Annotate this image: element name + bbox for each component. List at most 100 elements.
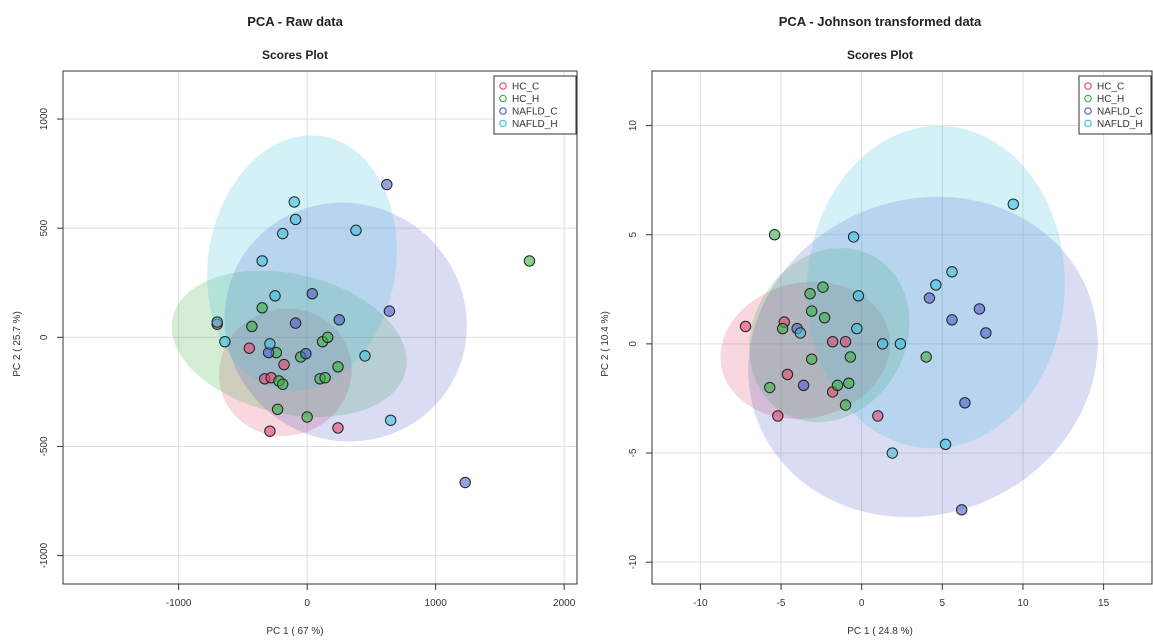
y-tick-label: -500 bbox=[39, 436, 50, 456]
point-hc-h bbox=[322, 331, 334, 344]
point-nafld-c bbox=[383, 305, 396, 317]
point-hc-h bbox=[843, 377, 855, 389]
point-nafld-h bbox=[289, 213, 302, 226]
scatter-points bbox=[739, 198, 1019, 516]
point-hc-h bbox=[817, 281, 829, 293]
x-tick-label: 10 bbox=[1017, 598, 1029, 609]
confidence-ellipses bbox=[720, 125, 1098, 518]
point-hc-c bbox=[264, 425, 276, 437]
x-tick-label: 0 bbox=[859, 598, 865, 609]
point-hc-c bbox=[772, 410, 784, 422]
point-hc-h bbox=[523, 255, 536, 267]
y-axis-label: PC 2 ( 10.4 %) bbox=[600, 311, 611, 377]
point-hc-h bbox=[319, 372, 331, 384]
plot-area: -1000 0 1000 2000 -1000 -500 0 500 1000 HC_CHC_H N… bbox=[39, 70, 578, 609]
point-nafld-h bbox=[359, 350, 371, 362]
chart-title: PCA - Johnson transformed data bbox=[779, 14, 982, 29]
x-tick-label: -1000 bbox=[166, 598, 192, 609]
point-hc-h bbox=[277, 378, 289, 390]
y-tick-label: 500 bbox=[39, 219, 50, 236]
point-nafld-h bbox=[288, 196, 300, 208]
point-hc-h bbox=[332, 361, 344, 373]
point-nafld-h bbox=[350, 224, 362, 237]
point-nafld-h bbox=[852, 290, 865, 302]
ellipse-hc-h bbox=[171, 270, 407, 418]
point-nafld-c bbox=[946, 314, 958, 326]
point-nafld-c bbox=[306, 287, 318, 300]
point-nafld-c bbox=[300, 347, 312, 360]
point-hc-h bbox=[831, 379, 844, 392]
x-tick-label: 15 bbox=[1098, 598, 1110, 609]
point-hc-h bbox=[764, 381, 776, 394]
point-hc-c bbox=[278, 358, 290, 371]
point-hc-h bbox=[844, 351, 857, 363]
y-axis-label: PC 2 ( 25.7 %) bbox=[12, 311, 23, 377]
y-tick-label: 5 bbox=[628, 232, 639, 238]
chart-title: PCA - Raw data bbox=[247, 14, 343, 29]
point-hc-c bbox=[872, 410, 884, 422]
chart-subtitle: Scores Plot bbox=[847, 48, 913, 62]
point-hc-c bbox=[332, 422, 344, 434]
point-nafld-h bbox=[211, 316, 223, 328]
johnson-data-pca-panel: PCA - Johnson transformed data Scores Pl… bbox=[600, 14, 1153, 637]
point-nafld-h bbox=[930, 279, 942, 291]
point-nafld-h bbox=[946, 266, 958, 278]
legend-marker bbox=[499, 107, 507, 115]
point-hc-h bbox=[920, 351, 932, 363]
point-hc-h bbox=[776, 322, 789, 335]
x-tick-label: 5 bbox=[940, 598, 946, 609]
point-nafld-h bbox=[851, 322, 863, 335]
x-axis-label: PC 1 ( 67 %) bbox=[266, 626, 323, 637]
point-nafld-h bbox=[886, 447, 899, 459]
point-nafld-c bbox=[289, 317, 302, 329]
legend-marker bbox=[1084, 107, 1092, 115]
x-tick-label: 1000 bbox=[425, 598, 448, 609]
legend-marker bbox=[1084, 94, 1092, 103]
x-tick-label: -5 bbox=[777, 598, 786, 609]
point-hc-c bbox=[739, 320, 752, 333]
point-nafld-h bbox=[876, 338, 889, 350]
legend-label: HC_H bbox=[512, 94, 539, 105]
x-tick-label: -10 bbox=[693, 598, 708, 609]
scatter-points bbox=[211, 178, 536, 489]
point-nafld-c bbox=[980, 327, 992, 339]
point-nafld-h bbox=[894, 338, 907, 350]
point-nafld-h bbox=[264, 338, 276, 350]
point-nafld-h bbox=[847, 231, 860, 243]
y-tick-label: 0 bbox=[628, 341, 639, 347]
point-hc-h bbox=[271, 403, 284, 416]
point-nafld-c bbox=[955, 504, 968, 516]
chart-subtitle: Scores Plot bbox=[262, 48, 328, 62]
legend-marker bbox=[1084, 119, 1092, 128]
point-hc-c bbox=[839, 335, 852, 348]
point-hc-h bbox=[818, 311, 831, 324]
y-tick-label: 1000 bbox=[39, 107, 50, 130]
point-nafld-c bbox=[959, 397, 971, 409]
plot-area: -10 -5 0 5 10 15 -10 -5 0 5 10 HC_CHC_H NAFLD_CNAFLD… bbox=[628, 70, 1153, 609]
point-nafld-h bbox=[1007, 198, 1019, 210]
point-hc-h bbox=[805, 353, 818, 365]
legend-label: NAFLD_C bbox=[1097, 107, 1143, 118]
y-tick-label: -1000 bbox=[39, 542, 50, 568]
legend-label: NAFLD_C bbox=[512, 107, 558, 118]
point-nafld-h bbox=[794, 327, 807, 339]
point-hc-h bbox=[301, 411, 313, 423]
point-hc-c bbox=[826, 335, 839, 348]
legend-box bbox=[493, 75, 577, 135]
plot-frame bbox=[651, 70, 1153, 585]
point-nafld-c bbox=[923, 292, 936, 304]
point-nafld-c bbox=[333, 314, 345, 326]
grid-lines bbox=[63, 71, 577, 584]
point-hc-h bbox=[804, 287, 816, 300]
point-hc-c bbox=[781, 368, 794, 381]
legend-label: HC_C bbox=[1097, 82, 1124, 93]
point-nafld-h bbox=[219, 335, 231, 348]
point-hc-h bbox=[839, 399, 852, 411]
y-tick-label: -5 bbox=[628, 448, 639, 457]
legend-marker bbox=[499, 82, 507, 90]
x-axis-label: PC 1 ( 24.8 %) bbox=[847, 626, 913, 637]
point-nafld-h bbox=[269, 290, 281, 302]
